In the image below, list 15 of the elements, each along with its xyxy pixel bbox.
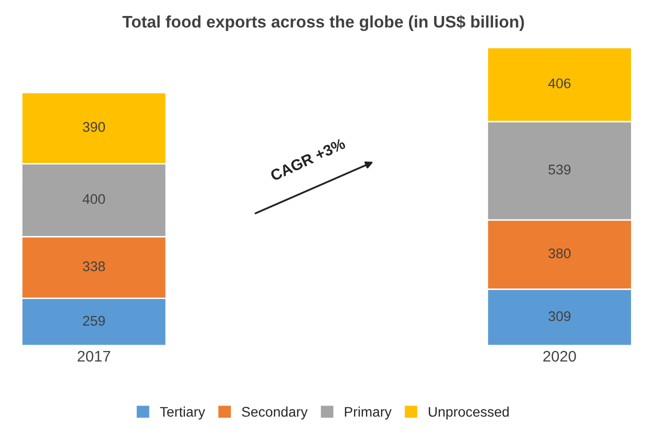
legend-label: Tertiary — [160, 406, 206, 420]
data-label: 400 — [82, 194, 105, 204]
legend-label: Secondary — [242, 406, 308, 420]
legend-label: Unprocessed — [428, 406, 509, 420]
data-label: 338 — [82, 261, 105, 272]
data-label: 309 — [548, 311, 570, 322]
data-label: 406 — [548, 78, 571, 88]
x-tick-label: 2020 — [543, 350, 576, 362]
data-label: 259 — [83, 316, 105, 326]
chart-title: Total food exports across the globe (in US$ billion) — [122, 15, 524, 32]
legend-label: Primary — [344, 406, 392, 420]
data-label: 539 — [548, 164, 570, 174]
data-label: 380 — [548, 248, 571, 258]
data-label: 390 — [82, 122, 105, 132]
x-tick-label: 2017 — [78, 350, 110, 362]
